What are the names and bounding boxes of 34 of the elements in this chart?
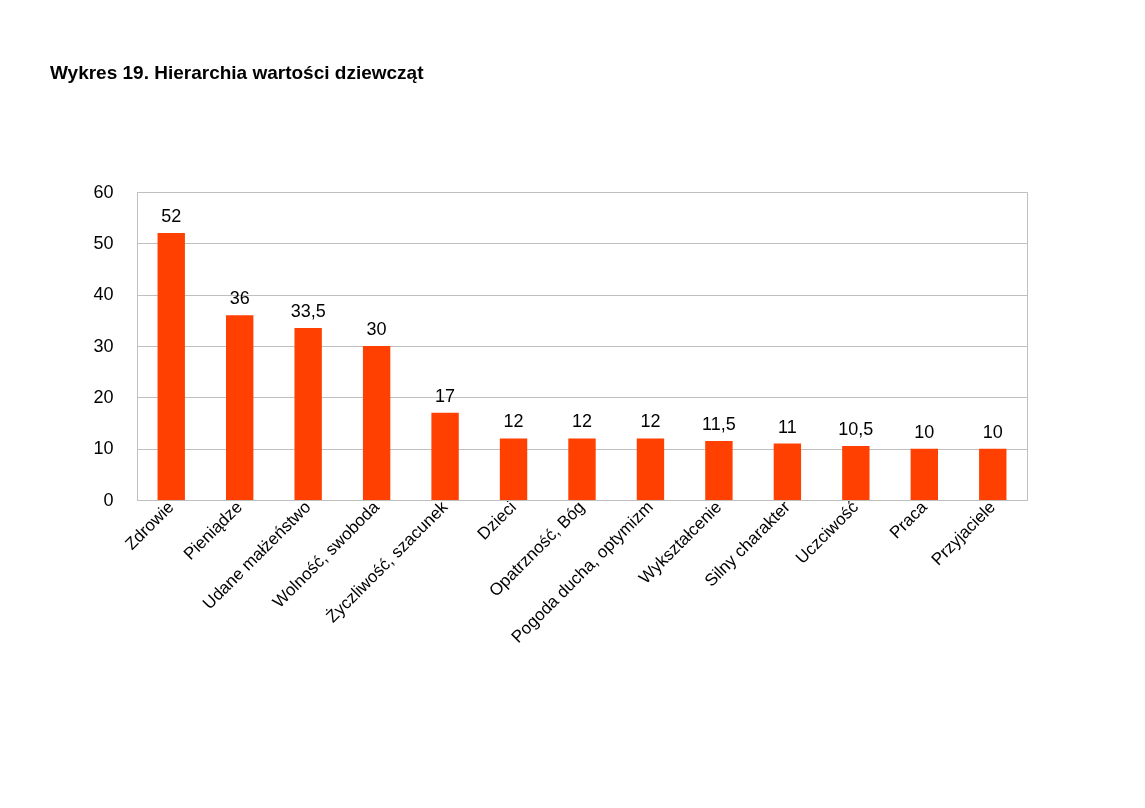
- data-label: 10: [982, 421, 1003, 442]
- bar: [294, 328, 322, 500]
- data-label: 52: [161, 206, 182, 227]
- bar: [636, 438, 665, 500]
- bar: [362, 346, 391, 500]
- data-label: 30: [366, 319, 387, 339]
- data-label: 11,5: [702, 413, 736, 434]
- y-tick-label: 20: [93, 386, 114, 407]
- data-label: 12: [571, 411, 593, 432]
- y-tick-label: 60: [93, 181, 114, 202]
- bar: [773, 443, 802, 500]
- bar: [499, 438, 528, 500]
- data-label: 17: [435, 385, 456, 406]
- bar: [431, 412, 459, 500]
- bar: [910, 448, 938, 500]
- bar: [979, 448, 1007, 500]
- data-label: 10: [914, 421, 935, 442]
- data-label: 33,5: [290, 301, 326, 322]
- data-label: 12: [640, 411, 661, 432]
- y-tick-label: 0: [103, 489, 114, 510]
- y-tick-label: 40: [93, 284, 114, 305]
- bar: [842, 446, 870, 500]
- bar: [568, 438, 596, 500]
- data-label: 12: [503, 411, 524, 432]
- y-tick-label: 10: [93, 438, 114, 459]
- y-tick-label: 30: [93, 335, 114, 356]
- data-label: 10,5: [838, 419, 874, 440]
- chart-title: Wykres 19. Hierarchia wartości dziewcząt: [50, 62, 425, 83]
- y-tick-label: 50: [93, 232, 114, 253]
- bar: [157, 233, 185, 500]
- bar: [226, 315, 254, 500]
- bar: [705, 440, 733, 500]
- data-label: 36: [229, 288, 250, 309]
- data-label: 11: [778, 416, 797, 437]
